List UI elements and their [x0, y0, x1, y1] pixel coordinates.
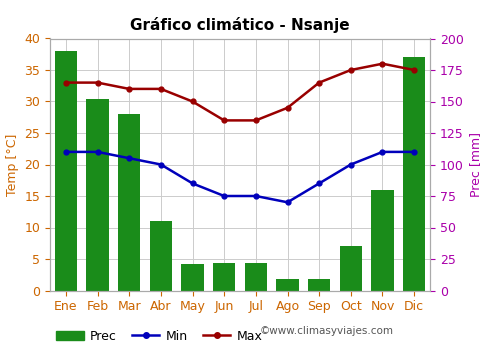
- Y-axis label: Prec [mm]: Prec [mm]: [469, 132, 482, 197]
- Bar: [55, 51, 77, 290]
- Title: Gráfico climático - Nsanje: Gráfico climático - Nsanje: [130, 17, 350, 33]
- Bar: [245, 263, 267, 290]
- Bar: [150, 221, 172, 290]
- Bar: [182, 264, 204, 290]
- Bar: [276, 279, 298, 290]
- Legend: Prec, Min, Max: Prec, Min, Max: [56, 329, 262, 343]
- Bar: [118, 114, 140, 290]
- Text: ©www.climasyviajes.com: ©www.climasyviajes.com: [260, 326, 394, 336]
- Bar: [372, 190, 394, 290]
- Bar: [403, 57, 425, 290]
- Bar: [86, 99, 108, 290]
- Bar: [308, 279, 330, 290]
- Bar: [340, 246, 362, 290]
- Bar: [213, 263, 236, 290]
- Y-axis label: Temp [°C]: Temp [°C]: [6, 133, 19, 196]
